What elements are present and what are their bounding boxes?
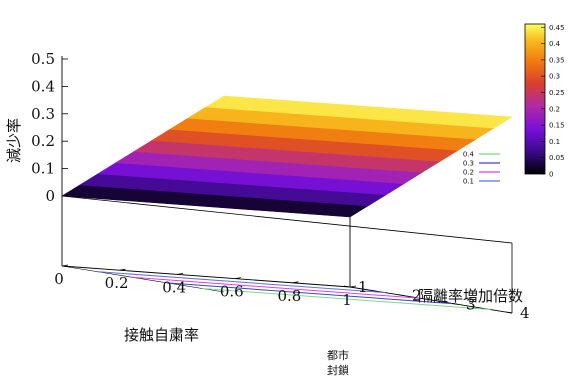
contour-legend: 0.40.30.20.1 xyxy=(463,151,500,186)
y-axis-label: 隔離率増加倍数 xyxy=(418,287,523,305)
back-floor-line xyxy=(61,195,513,244)
x-tick-label: 0.8 xyxy=(277,287,301,305)
colorbar-tick-label: 0.25 xyxy=(549,89,565,97)
colorbar-tick-label: 0.35 xyxy=(549,56,565,64)
x-tick-label: 0.4 xyxy=(162,278,186,296)
x-tick-label: 1 xyxy=(342,291,352,309)
contour-line-0.1 xyxy=(97,271,386,294)
x-tick-label: 0.6 xyxy=(220,283,244,301)
colorbar-tick-label: 0.15 xyxy=(549,122,565,130)
y-tick-label: 3 xyxy=(466,295,476,313)
colorbar-tick-label: 0.1 xyxy=(549,138,560,146)
contour-line-0.2 xyxy=(132,276,421,299)
x-tick-label: 0 xyxy=(54,270,64,288)
legend-label: 0.4 xyxy=(463,151,475,159)
colorbar-ticks: 0.45 0.4 0.35 0.3 0.25 0.2 0.15 0.1 0.05 0 xyxy=(541,24,565,179)
surface-band xyxy=(205,95,513,129)
x-tick-mark xyxy=(234,277,241,279)
colorbar-tick-label: 0.4 xyxy=(549,40,561,48)
colorbar-gradient xyxy=(524,23,546,175)
contour-lines xyxy=(97,271,491,311)
x-tick-mark xyxy=(177,273,184,275)
x-tick-mark xyxy=(61,264,69,267)
y-axis-ticks: 1 2 3 4 xyxy=(343,278,530,322)
colorbar-tick-label: 0 xyxy=(549,171,553,179)
legend-label: 0.3 xyxy=(463,160,474,168)
x-tick-label: 0.2 xyxy=(105,274,129,292)
y-tick-mark xyxy=(343,285,351,288)
y-tick-label: 2 xyxy=(412,287,422,305)
y-tick-mark xyxy=(451,302,459,305)
z-tick-label: 0.2 xyxy=(31,132,55,150)
x-tick-mark xyxy=(349,285,357,288)
colorbar-tick-label: 0.05 xyxy=(549,154,565,162)
y-tick-mark xyxy=(397,294,405,297)
z-tick-label: 0.1 xyxy=(31,160,55,178)
x-tick-mark xyxy=(119,268,126,271)
corner-label-line2: 封鎖 xyxy=(327,363,349,376)
z-tick-label: 0.5 xyxy=(31,50,55,68)
floor-back-edge xyxy=(61,265,225,293)
colorbar-tick-label: 0.3 xyxy=(549,73,560,81)
z-axis-ticks: 0 0.1 0.2 0.3 0.4 0.5 xyxy=(31,50,68,205)
z-axis-label: 減少率 xyxy=(5,118,23,163)
y-tick-mark xyxy=(505,311,513,314)
corner-label-line1: 都市 xyxy=(327,348,349,362)
colorbar-tick-label: 0.2 xyxy=(549,105,560,113)
colorbar-tick-label: 0.45 xyxy=(549,24,565,32)
contour-line-0.4 xyxy=(202,288,491,311)
x-axis-label: 接触自粛率 xyxy=(124,326,199,344)
z-tick-label: 0.3 xyxy=(31,105,55,123)
legend-label: 0.1 xyxy=(463,178,474,186)
x-tick-mark xyxy=(292,281,299,284)
legend-label: 0.2 xyxy=(463,169,474,177)
surface xyxy=(61,95,513,218)
z-tick-label: 0.4 xyxy=(31,77,55,95)
contour-line-0.3 xyxy=(167,282,456,305)
z-tick-label: 0 xyxy=(45,187,55,205)
x-axis-ticks: 0 0.2 0.4 0.6 0.8 1 xyxy=(54,264,357,309)
y-tick-label: 4 xyxy=(520,304,530,322)
colorbar: 0.45 0.4 0.35 0.3 0.25 0.2 0.15 0.1 0.05 0 xyxy=(524,23,565,179)
y-tick-label: 1 xyxy=(358,278,368,296)
